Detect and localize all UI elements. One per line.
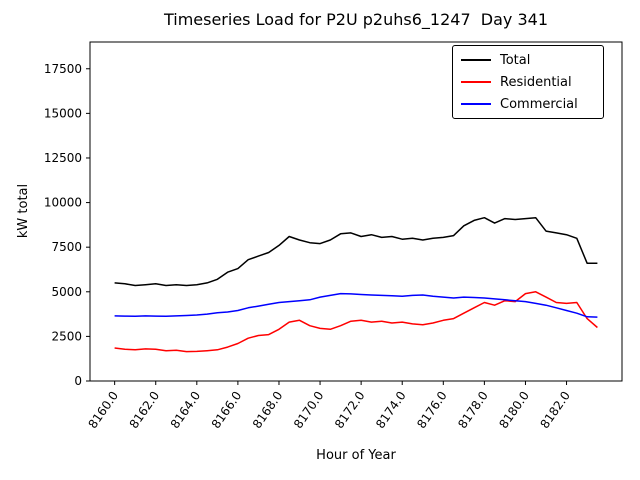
- residential-line-swatch: [461, 81, 491, 83]
- y-tick-label: 7500: [51, 240, 82, 254]
- x-axis-label: Hour of Year: [316, 448, 396, 463]
- legend: Total Residential Commercial: [452, 45, 604, 119]
- legend-item-total: Total: [461, 52, 595, 68]
- x-tick-label: 8172.0: [332, 389, 368, 431]
- x-tick-label: 8162.0: [127, 389, 163, 431]
- y-tick-label: 17500: [44, 62, 82, 76]
- x-tick-label: 8180.0: [496, 389, 532, 431]
- legend-item-commercial: Commercial: [461, 96, 595, 112]
- legend-label-residential: Residential: [500, 74, 572, 90]
- legend-label-total: Total: [500, 52, 531, 68]
- y-tick-label: 5000: [51, 285, 82, 299]
- y-tick-label: 10000: [44, 196, 82, 210]
- x-tick-label: 8164.0: [168, 389, 204, 431]
- residential-line: [114, 291, 598, 353]
- x-tick-label: 8166.0: [209, 389, 245, 431]
- x-tick-label: 8168.0: [250, 389, 286, 431]
- y-tick-label: 12500: [44, 151, 82, 165]
- x-tick-label: 8178.0: [455, 389, 491, 431]
- axes-frame: [89, 41, 623, 382]
- chart-title: Timeseries Load for P2U p2uhs6_1247 Day …: [163, 10, 549, 29]
- x-tick-label: 8160.0: [86, 389, 122, 431]
- x-tick-label: 8170.0: [291, 389, 327, 431]
- x-tick-label: 8174.0: [373, 389, 409, 431]
- commercial-line: [114, 292, 598, 318]
- legend-item-residential: Residential: [461, 74, 595, 90]
- y-tick-label: 2500: [51, 329, 82, 343]
- total-line: [114, 216, 598, 287]
- commercial-line-swatch: [461, 103, 491, 105]
- total-line-swatch: [461, 59, 491, 61]
- y-tick-label: 0: [74, 374, 82, 388]
- y-tick-label: 15000: [44, 106, 82, 120]
- legend-label-commercial: Commercial: [500, 96, 578, 112]
- x-tick-label: 8182.0: [537, 389, 573, 431]
- x-tick-label: 8176.0: [414, 389, 450, 431]
